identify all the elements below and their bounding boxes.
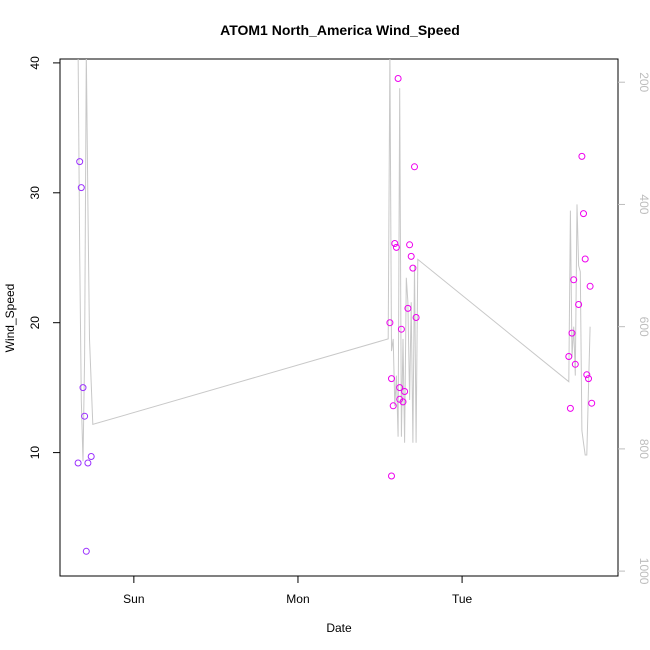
data-point-36 xyxy=(585,375,592,383)
y-tick-label: 10 xyxy=(28,446,42,460)
data-point-17 xyxy=(397,325,405,333)
data-point-33 xyxy=(580,210,587,218)
data-point-7 xyxy=(82,547,90,555)
chart-title: ATOM1 North_America Wind_Speed xyxy=(220,22,460,38)
data-point-5 xyxy=(84,459,92,467)
data-point-18 xyxy=(399,398,407,406)
pressure-line-layer xyxy=(77,59,591,462)
x-tick-label: Sun xyxy=(123,592,144,606)
data-point-29 xyxy=(570,276,578,284)
data-point-32 xyxy=(578,152,586,160)
data-point-8 xyxy=(386,319,394,327)
data-point-13 xyxy=(392,243,400,251)
y2-tick-label: 600 xyxy=(637,317,650,337)
data-point-26 xyxy=(565,353,573,360)
data-point-0 xyxy=(76,158,84,166)
x-tick-label: Tue xyxy=(452,592,473,606)
data-point-35 xyxy=(583,371,591,379)
y-axis: 10 20 30 40 xyxy=(28,56,60,459)
y2-tick-label: 1000 xyxy=(637,558,650,585)
data-point-24 xyxy=(411,163,418,171)
y2-tick-label: 200 xyxy=(637,72,650,92)
y2-tick-label: 800 xyxy=(637,439,650,459)
data-point-4 xyxy=(74,459,82,467)
data-point-3 xyxy=(81,412,89,420)
x-axis: Sun Mon Tue xyxy=(123,576,473,606)
data-point-19 xyxy=(401,388,409,395)
x-axis-label: Date xyxy=(326,621,352,635)
data-point-14 xyxy=(394,75,402,82)
data-point-9 xyxy=(388,375,395,383)
data-point-31 xyxy=(575,301,583,308)
data-point-20 xyxy=(404,304,412,312)
points-layer xyxy=(74,75,596,555)
y-tick-label: 40 xyxy=(28,56,42,70)
data-point-30 xyxy=(571,360,579,368)
data-point-23 xyxy=(409,264,417,272)
data-point-37 xyxy=(586,282,594,290)
data-point-15 xyxy=(396,384,404,392)
y-axis-label: Wind_Speed xyxy=(3,284,17,353)
data-point-2 xyxy=(79,384,87,392)
data-point-22 xyxy=(407,252,415,260)
data-point-6 xyxy=(87,453,95,460)
data-point-11 xyxy=(388,472,395,480)
data-point-1 xyxy=(77,184,85,192)
data-point-25 xyxy=(412,314,420,321)
data-point-10 xyxy=(389,402,397,410)
data-point-34 xyxy=(581,255,589,263)
data-point-27 xyxy=(566,404,574,412)
data-point-21 xyxy=(406,241,414,249)
y-tick-label: 20 xyxy=(28,316,42,330)
data-point-28 xyxy=(568,329,576,337)
x-tick-label: Mon xyxy=(286,592,309,606)
data-point-12 xyxy=(391,240,399,247)
data-point-38 xyxy=(588,399,596,407)
y-tick-label: 30 xyxy=(28,186,42,200)
y2-axis: 200 400 600 800 1000 xyxy=(618,72,650,585)
y2-tick-label: 400 xyxy=(637,194,650,214)
plot-frame xyxy=(59,58,619,577)
pressure-series-line xyxy=(77,59,591,462)
